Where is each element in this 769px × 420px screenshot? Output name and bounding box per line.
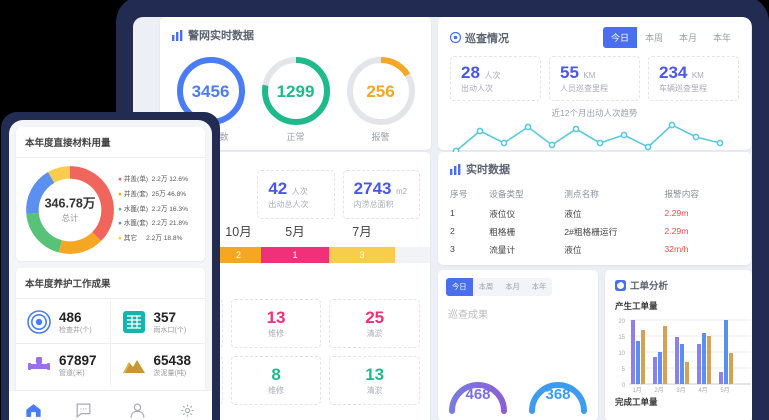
svg-text:3月: 3月 [676, 387, 685, 394]
svg-text:5月: 5月 [720, 387, 729, 394]
svg-text:20: 20 [618, 319, 625, 325]
svg-text:0: 0 [622, 383, 626, 389]
svg-text:总计: 总计 [62, 213, 79, 223]
svg-text:2月: 2月 [654, 387, 663, 394]
svg-text:4月: 4月 [698, 387, 707, 394]
svg-text:1月: 1月 [632, 387, 641, 394]
svg-text:346.78万: 346.78万 [45, 196, 96, 210]
svg-text:15: 15 [618, 335, 625, 341]
svg-text:10: 10 [618, 351, 625, 357]
svg-text:5: 5 [622, 367, 626, 373]
